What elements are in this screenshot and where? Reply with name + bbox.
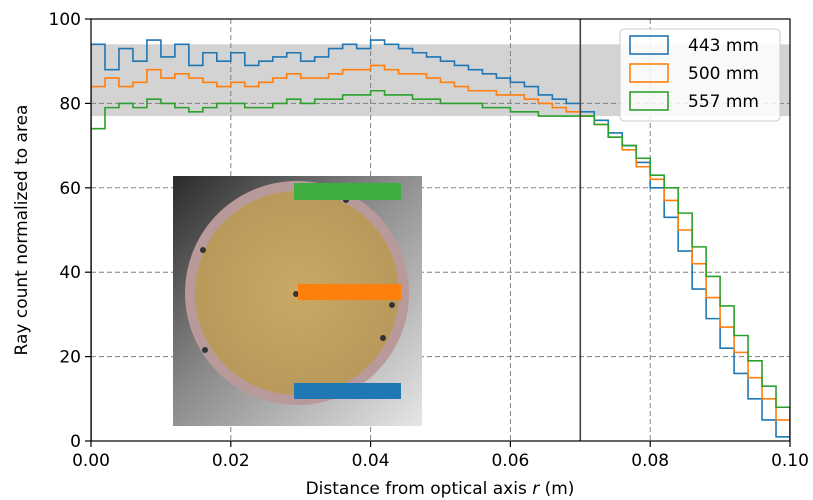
legend-label-0: 443 mm xyxy=(688,36,759,56)
axis-ticks: 0.00 0.02 0.04 0.06 0.08 0.10 0 20 40 60 80 100 xyxy=(49,10,809,471)
inset-screw xyxy=(389,302,395,308)
legend-swatch-2 xyxy=(629,91,669,111)
plot-frame xyxy=(90,18,791,442)
y-axis-label: Ray count normalized to area xyxy=(12,105,32,356)
inset-screw xyxy=(200,247,206,253)
inset-bar-green xyxy=(294,183,401,200)
legend: 443 mm 500 mm 557 mm xyxy=(619,28,781,122)
y-tick-label: 0 xyxy=(70,432,81,452)
legend-swatch-0 xyxy=(629,35,669,55)
legend-label-1: 500 mm xyxy=(688,64,759,84)
x-tick-label: 0.00 xyxy=(72,451,110,471)
legend-label-2: 557 mm xyxy=(688,92,759,112)
x-tick-label: 0.10 xyxy=(771,451,809,471)
y-tick-label: 80 xyxy=(59,94,81,114)
y-tick-label: 100 xyxy=(49,10,81,30)
inset-bar-blue xyxy=(294,383,401,399)
series-line-1 xyxy=(91,64,790,441)
x-tick-label: 0.02 xyxy=(212,451,250,471)
inset-photo xyxy=(173,176,422,426)
inset-center-pin xyxy=(293,291,299,297)
series-group xyxy=(91,39,790,441)
x-axis-label: Distance from optical axis r (m) xyxy=(306,479,575,499)
x-tick-label: 0.04 xyxy=(352,451,390,471)
y-tick-label: 40 xyxy=(59,263,81,283)
y-tick-label: 20 xyxy=(59,348,81,368)
inset-screw xyxy=(202,347,208,353)
series-line-2 xyxy=(91,89,790,441)
legend-box xyxy=(619,28,781,122)
x-tick-label: 0.06 xyxy=(491,451,529,471)
legend-swatch-1 xyxy=(629,63,669,83)
inset-bar-orange xyxy=(298,284,401,300)
y-tick-label: 60 xyxy=(59,179,81,199)
x-tick-label: 0.08 xyxy=(631,451,669,471)
inset-screw xyxy=(380,335,386,341)
